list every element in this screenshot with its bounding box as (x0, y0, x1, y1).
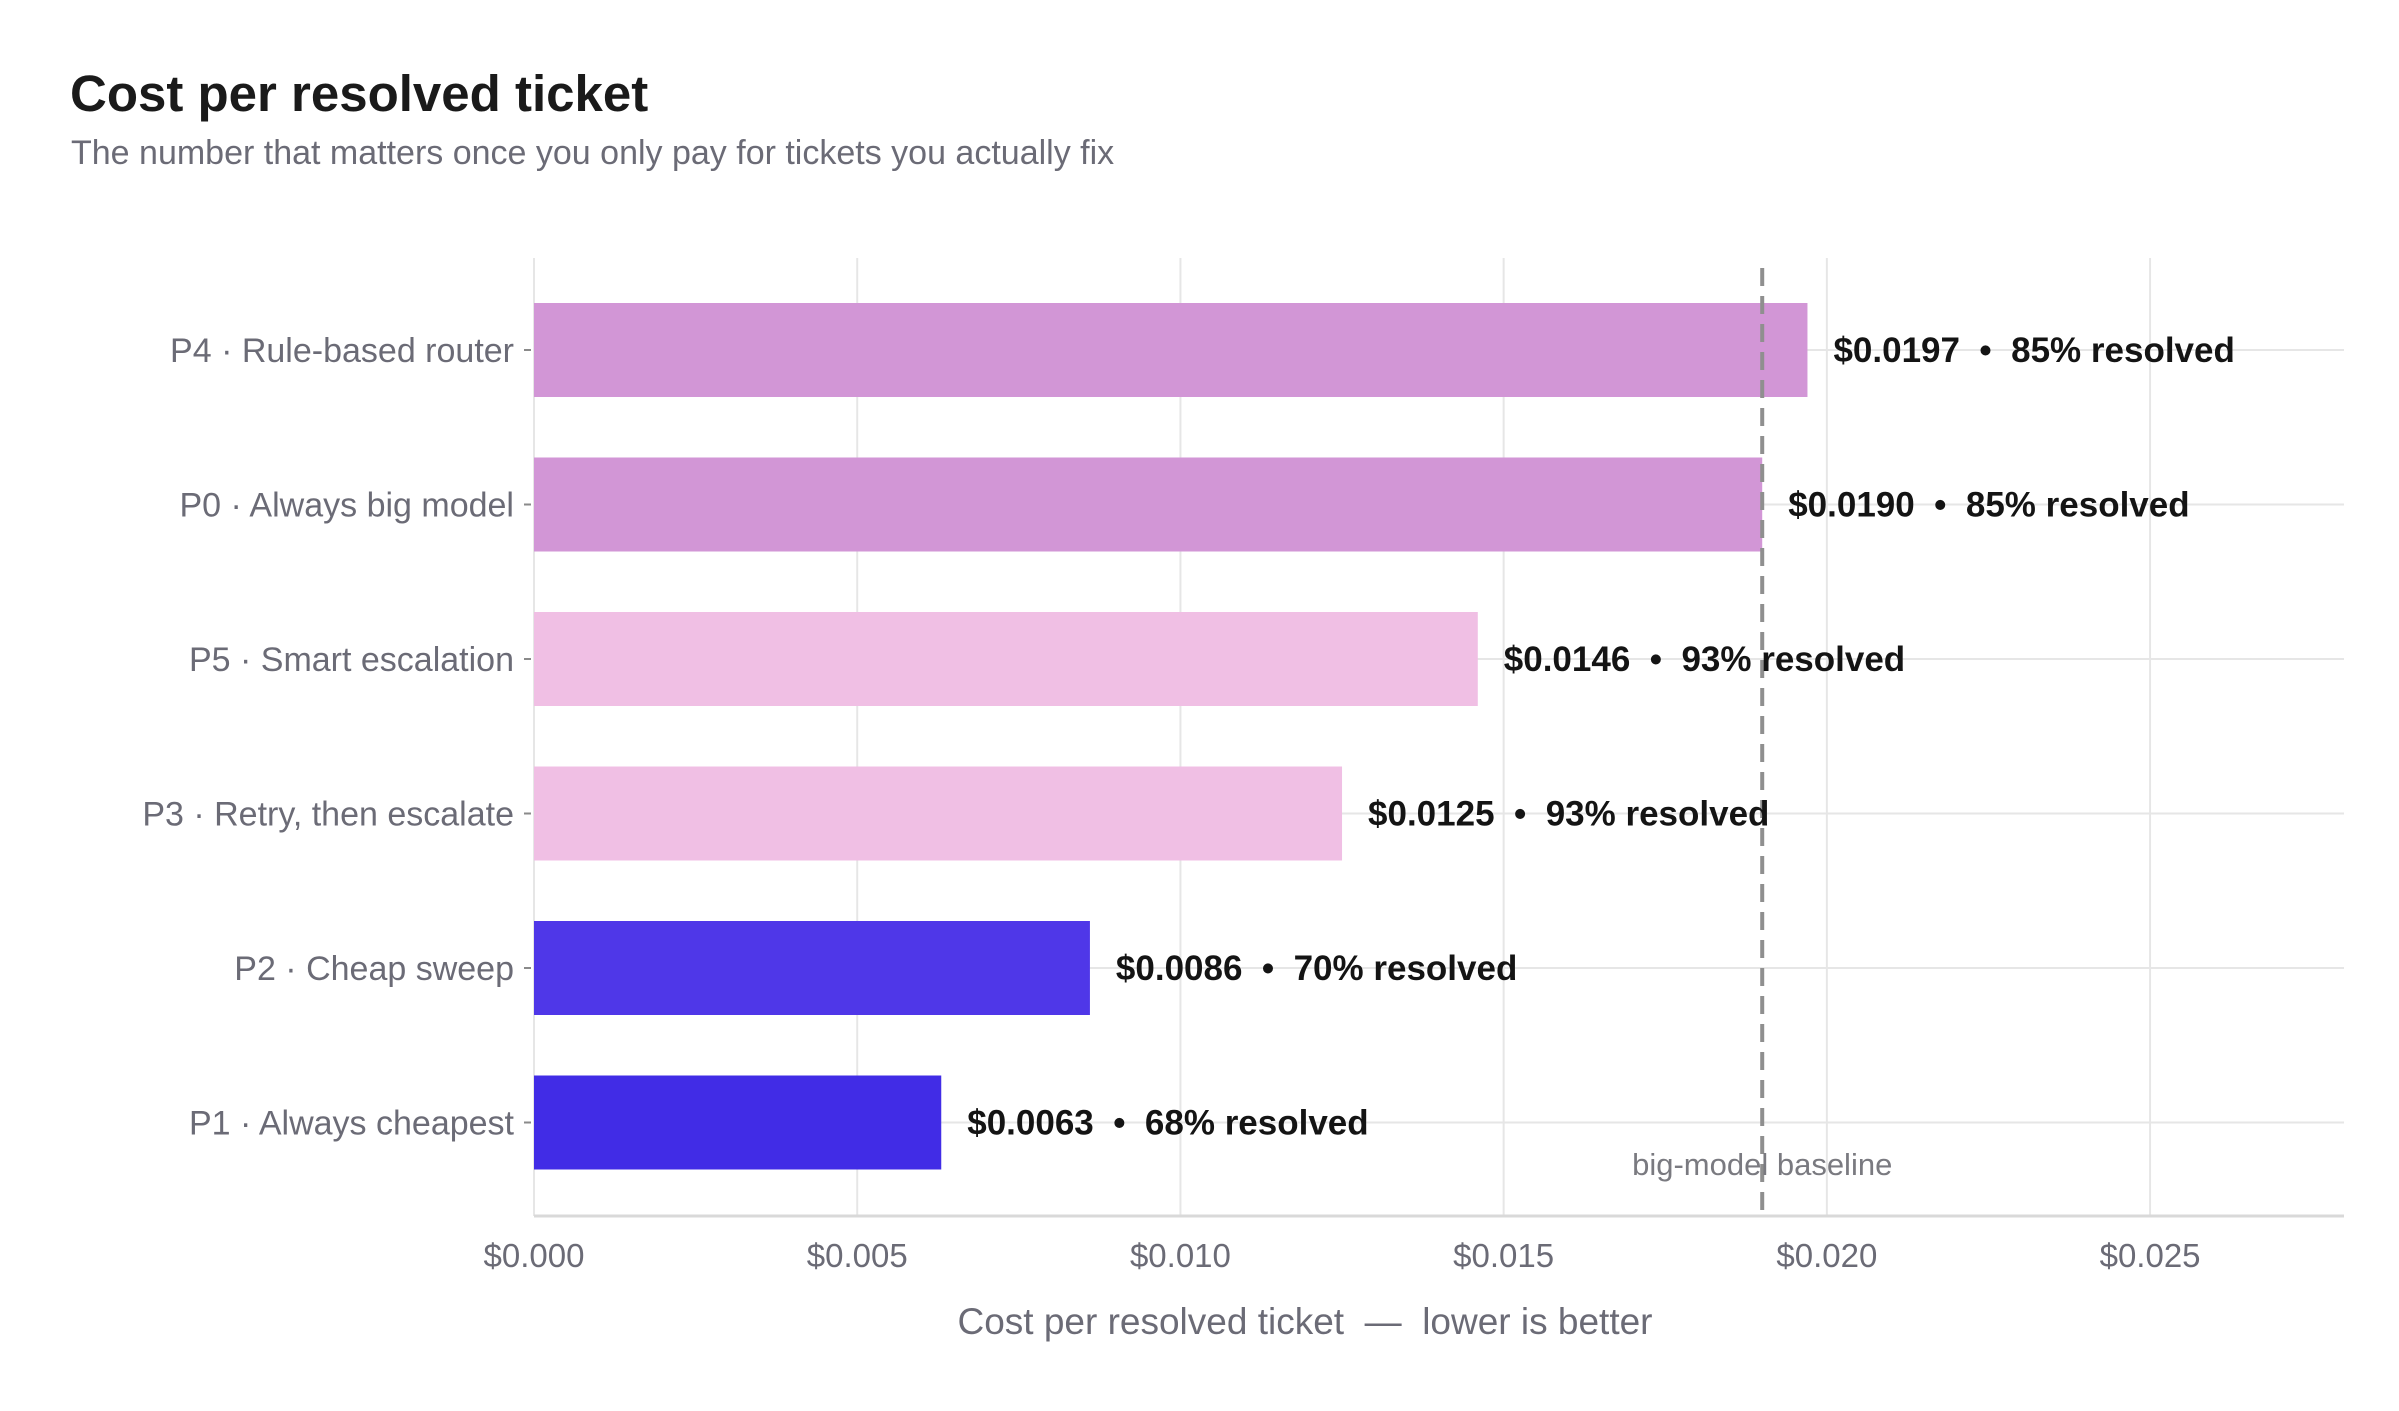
category-label: P3 · Retry, then escalate (142, 796, 514, 834)
x-tick-label: $0.010 (1130, 1237, 1231, 1274)
data-label: $0.0197 • 85% resolved (1833, 331, 2234, 370)
data-label: $0.0125 • 93% resolved (1368, 795, 1769, 834)
bar (534, 457, 1763, 552)
x-tick-label: $0.000 (484, 1237, 585, 1274)
x-axis-label: Cost per resolved ticket — lower is bett… (957, 1301, 1652, 1342)
bar (534, 303, 1808, 397)
baseline-label: big-model baseline (1632, 1147, 1892, 1182)
labels: $0.000 $0.005 $0.010 $0.015 $0.020 $0.025 P4 ·… (142, 331, 2235, 1274)
data-label: $0.0086 • 70% resolved (1116, 949, 1517, 988)
category-label: P2 · Cheap sweep (234, 950, 514, 988)
chart-subtitle: The number that matters once you only pa… (71, 134, 1115, 172)
category-label: P1 · Always cheapest (189, 1105, 515, 1143)
x-tick-label: $0.015 (1453, 1237, 1554, 1274)
data-label: $0.0190 • 85% resolved (1788, 486, 2189, 525)
bar (534, 1075, 942, 1170)
bar (534, 766, 1343, 861)
bars (534, 303, 1808, 1170)
x-tick-label: $0.025 (2100, 1237, 2201, 1274)
chart-title: Cost per resolved ticket (70, 65, 649, 122)
category-label: P4 · Rule-based router (170, 332, 514, 370)
bar (534, 921, 1090, 1015)
x-tick-label: $0.020 (1776, 1237, 1877, 1274)
category-label: P0 · Always big model (180, 487, 515, 525)
grid-lines (533, 258, 2344, 1218)
category-label: P5 · Smart escalation (189, 641, 514, 679)
data-label: $0.0063 • 68% resolved (967, 1104, 1368, 1143)
reference-line-group: big-model baseline (1632, 268, 1892, 1216)
data-label: $0.0146 • 93% resolved (1504, 640, 1905, 679)
bar (534, 612, 1478, 706)
x-tick-label: $0.005 (807, 1237, 908, 1274)
